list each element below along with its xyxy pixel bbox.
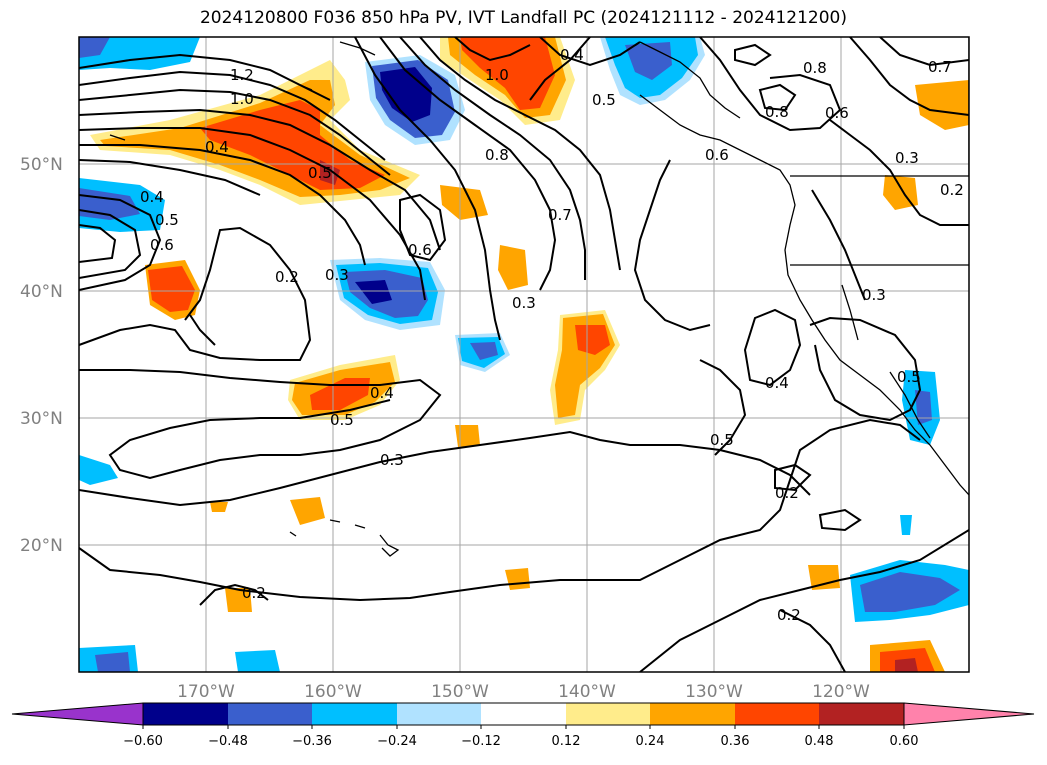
- lat-label-50n: 50°N: [20, 155, 63, 175]
- colorbar-segment: [735, 703, 819, 725]
- colorbar-extend-high: [903, 702, 1035, 726]
- colorbar-tick-label: 0.24: [636, 734, 665, 749]
- contour-label: 0.4: [140, 188, 164, 206]
- contour-label: 0.5: [710, 431, 734, 449]
- colorbar-segment: [312, 703, 397, 725]
- contour-label: 0.6: [705, 146, 729, 164]
- contour-label: 0.6: [150, 236, 174, 254]
- contour-label: 0.4: [205, 138, 229, 156]
- contour-label: 0.6: [408, 241, 432, 259]
- colorbar-segment: [481, 703, 566, 725]
- colorbar-segment: [143, 703, 228, 725]
- contour-label: 0.3: [862, 286, 886, 304]
- contour-label: 0.8: [765, 103, 789, 121]
- contour-label: 1.0: [230, 90, 254, 108]
- colorbar-tick-label: 0.36: [721, 734, 750, 749]
- colorbar-tick-label: 0.60: [890, 734, 919, 749]
- lat-label-40n: 40°N: [20, 282, 63, 302]
- lon-label-170w: 170°W: [177, 682, 235, 702]
- coastlines: [109, 37, 969, 557]
- lon-label-160w: 160°W: [304, 682, 362, 702]
- contour-label: 0.8: [485, 146, 509, 164]
- map-title: 2024120800 F036 850 hPa PV, IVT Landfall…: [199, 8, 847, 28]
- lon-label-140w: 140°W: [558, 682, 616, 702]
- map-panel: 1.2 1.0 0.4 0.5 0.4 0.6 0.5 0.8 0.7 0.6 …: [79, 37, 969, 672]
- contour-label: 0.3: [895, 149, 919, 167]
- contour-label: 0.5: [592, 91, 616, 109]
- contour-label: 1.0: [485, 66, 509, 84]
- latitude-labels: 50°N 40°N 30°N 20°N: [20, 155, 63, 556]
- lon-label-130w: 130°W: [685, 682, 743, 702]
- contour-label: 0.8: [803, 59, 827, 77]
- contour-label: 0.4: [560, 46, 584, 64]
- lat-label-30n: 30°N: [20, 409, 63, 429]
- map-frame: [78, 36, 970, 673]
- contour-label: 0.3: [325, 266, 349, 284]
- contour-label: 0.4: [370, 384, 394, 402]
- contour-label: 0.4: [765, 374, 789, 392]
- lon-label-150w: 150°W: [431, 682, 489, 702]
- colorbar-segment: [650, 703, 735, 725]
- colorbar-tick-label: −0.24: [377, 734, 417, 749]
- contour-label: 0.7: [928, 58, 952, 76]
- colorbar-segment: [397, 703, 481, 725]
- colorbar-tick-label: 0.48: [805, 734, 834, 749]
- colorbar: −0.60 −0.48 −0.36 −0.24 −0.12 0.12 0.24 0.36 0.4…: [11, 702, 1035, 749]
- contour-label: 0.2: [242, 584, 266, 602]
- contour-label: 0.2: [940, 181, 964, 199]
- colorbar-segment: [566, 703, 650, 725]
- colorbar-segment: [819, 703, 904, 725]
- contour-label: 0.6: [825, 104, 849, 122]
- contour-label: 0.5: [308, 164, 332, 182]
- colorbar-tick-label: −0.12: [461, 734, 501, 749]
- longitude-labels: 170°W 160°W 150°W 140°W 130°W 120°W: [177, 682, 870, 702]
- colorbar-frame: [142, 702, 905, 726]
- contour-label: 0.5: [897, 368, 921, 386]
- contour-label: 0.5: [155, 211, 179, 229]
- contour-label: 1.2: [230, 66, 254, 84]
- contour-label: 0.5: [330, 411, 354, 429]
- colorbar-tick-label: −0.48: [208, 734, 248, 749]
- colorbar-extend-low: [11, 702, 144, 726]
- contour-labels: 1.2 1.0 0.4 0.5 0.4 0.6 0.5 0.8 0.7 0.6 …: [140, 46, 964, 624]
- colorbar-tick-label: −0.60: [123, 734, 163, 749]
- lat-label-20n: 20°N: [20, 536, 63, 556]
- contour-label: 0.3: [512, 294, 536, 312]
- contour-label: 0.7: [548, 206, 572, 224]
- colorbar-segment: [228, 703, 312, 725]
- colorbar-tick-label: −0.36: [292, 734, 332, 749]
- pv-contours: [79, 37, 969, 672]
- contour-label: 0.3: [380, 451, 404, 469]
- colorbar-tick-label: 0.12: [552, 734, 581, 749]
- contour-label: 0.2: [777, 606, 801, 624]
- lon-label-120w: 120°W: [812, 682, 870, 702]
- contour-label: 0.2: [775, 484, 799, 502]
- contour-label: 0.2: [275, 268, 299, 286]
